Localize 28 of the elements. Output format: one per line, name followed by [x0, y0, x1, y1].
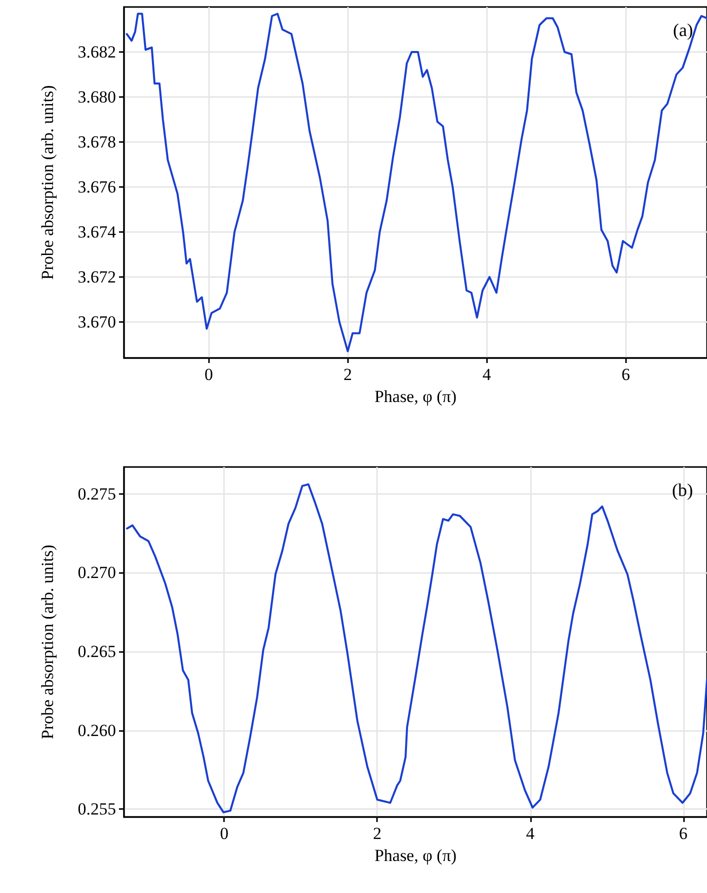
- y-axis-title: Probe absorption (arb. units): [38, 544, 57, 740]
- y-tick-label: 3.672: [78, 268, 116, 286]
- x-tick-label: 4: [526, 824, 536, 843]
- x-tick-label: 4: [482, 365, 492, 384]
- line-series: [126, 483, 707, 814]
- x-axis-title: Phase, φ (π): [374, 846, 457, 865]
- x-tick-label: 6: [621, 365, 630, 384]
- y-tick-label: 0.270: [78, 563, 116, 582]
- y-tick-label: 3.676: [78, 178, 116, 196]
- y-tick-label: 0.255: [78, 800, 116, 819]
- line-series: [126, 12, 707, 352]
- x-tick-label: 6: [679, 824, 688, 843]
- x-axis-title: Phase, φ (π): [374, 387, 457, 406]
- x-tick-label: 2: [372, 824, 382, 843]
- y-tick-label: 3.682: [78, 42, 116, 62]
- x-tick-label: 0: [220, 824, 228, 843]
- y-axis-title: Probe absorption (arb. units): [38, 85, 57, 280]
- y-tick-label: 0.275: [78, 484, 116, 504]
- y-tick-label: 3.678: [78, 132, 116, 152]
- y-tick-label: 0.265: [78, 642, 116, 661]
- x-tick-label: 2: [344, 365, 352, 384]
- y-tick-label: 0.260: [78, 720, 116, 740]
- y-tick-label: 3.680: [78, 88, 116, 106]
- annotation: (b): [672, 480, 694, 500]
- x-tick-label: 0: [204, 365, 214, 384]
- y-tick-label: 3.670: [78, 312, 116, 332]
- annotation: (a): [673, 20, 694, 40]
- y-tick-label: 3.674: [78, 222, 116, 242]
